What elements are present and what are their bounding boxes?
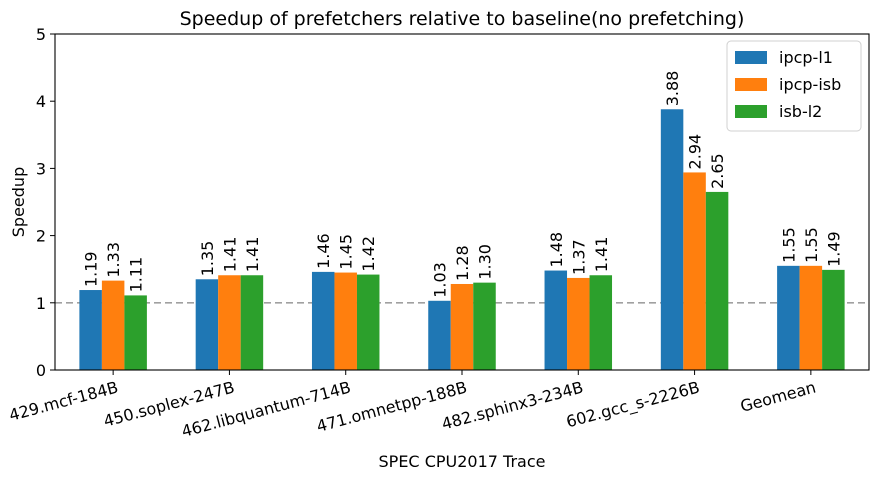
- bar-isb-l2-6: [822, 269, 845, 370]
- value-label-isb-l2-1: 1.41: [243, 237, 262, 273]
- value-label-ipcp-l1-1: 1.35: [198, 241, 217, 277]
- bar-ipcp-l1-4: [544, 270, 568, 370]
- bar-ipcp-l1-2: [311, 271, 335, 370]
- value-label-ipcp-isb-2: 1.45: [337, 234, 356, 270]
- value-label-ipcp-isb-4: 1.37: [569, 239, 588, 275]
- x-axis-label: SPEC CPU2017 Trace: [379, 452, 546, 471]
- legend-swatch-ipcp-isb: [735, 78, 767, 91]
- value-label-ipcp-isb-0: 1.33: [104, 242, 123, 278]
- bar-ipcp-l1-6: [777, 265, 800, 370]
- bar-ipcp-l1-1: [195, 279, 219, 370]
- x-tick-label: 602.gcc_s-2226B: [564, 378, 702, 433]
- y-tick-label: 0: [36, 361, 46, 380]
- bar-ipcp-isb-6: [799, 265, 823, 370]
- value-label-ipcp-isb-1: 1.41: [220, 237, 239, 273]
- bar-ipcp-l1-5: [660, 109, 684, 370]
- y-tick-label: 1: [36, 294, 46, 313]
- y-tick-label: 3: [36, 159, 46, 178]
- value-label-ipcp-isb-3: 1.28: [453, 245, 472, 281]
- y-tick-label: 4: [36, 92, 46, 111]
- bar-ipcp-isb-2: [334, 272, 357, 370]
- value-label-isb-l2-6: 1.49: [824, 231, 843, 267]
- y-axis-label: Speedup: [9, 167, 28, 237]
- bar-isb-l2-4: [589, 275, 613, 370]
- legend-label-ipcp-l1: ipcp-l1: [779, 48, 833, 67]
- bar-isb-l2-1: [240, 275, 264, 370]
- value-label-isb-l2-0: 1.11: [127, 257, 146, 293]
- value-label-ipcp-isb-6: 1.55: [802, 227, 821, 263]
- value-label-ipcp-l1-3: 1.03: [431, 262, 450, 298]
- value-label-ipcp-l1-4: 1.48: [547, 232, 566, 268]
- bar-isb-l2-5: [705, 191, 729, 370]
- bar-ipcp-isb-4: [567, 277, 590, 370]
- bar-ipcp-isb-3: [450, 283, 474, 370]
- value-label-ipcp-l1-6: 1.55: [779, 227, 798, 263]
- value-label-isb-l2-4: 1.41: [592, 237, 611, 273]
- bar-ipcp-isb-5: [683, 172, 706, 370]
- legend-label-ipcp-isb: ipcp-isb: [779, 75, 841, 94]
- legend-swatch-isb-l2: [735, 105, 767, 118]
- value-label-ipcp-l1-5: 3.88: [663, 71, 682, 107]
- y-tick-label: 2: [36, 227, 46, 246]
- bar-ipcp-l1-0: [79, 290, 102, 370]
- value-label-ipcp-isb-5: 2.94: [686, 134, 705, 170]
- bar-ipcp-isb-1: [218, 275, 241, 370]
- value-label-ipcp-l1-2: 1.46: [314, 233, 333, 269]
- bar-isb-l2-0: [124, 295, 147, 370]
- bar-ipcp-l1-3: [428, 300, 451, 370]
- legend-swatch-ipcp-l1: [735, 51, 767, 64]
- value-label-isb-l2-3: 1.30: [476, 244, 495, 280]
- value-label-ipcp-l1-0: 1.19: [82, 251, 101, 287]
- legend-label-isb-l2: isb-l2: [779, 102, 822, 121]
- bar-isb-l2-3: [473, 282, 496, 370]
- x-tick-label: Geomean: [738, 378, 818, 416]
- chart-title: Speedup of prefetchers relative to basel…: [180, 8, 745, 30]
- bar-ipcp-isb-0: [101, 280, 125, 370]
- bar-isb-l2-2: [356, 274, 380, 370]
- y-tick-label: 5: [36, 25, 46, 44]
- legend: ipcp-l1 ipcp-isb isb-l2: [726, 40, 862, 132]
- value-label-isb-l2-5: 2.65: [708, 153, 727, 189]
- value-label-isb-l2-2: 1.42: [359, 236, 378, 272]
